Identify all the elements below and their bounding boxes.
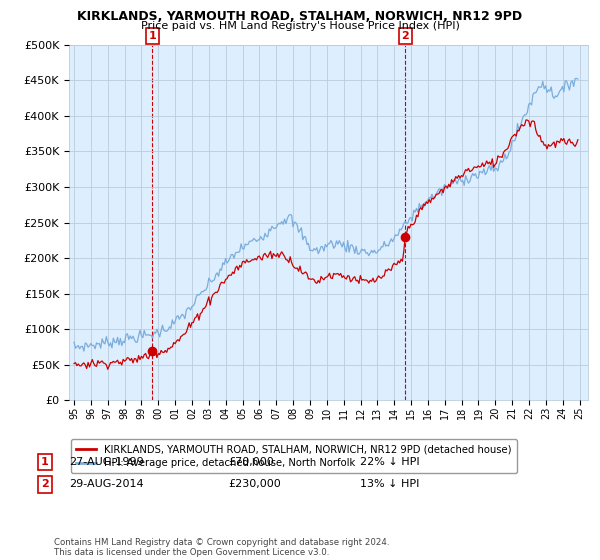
Text: 29-AUG-2014: 29-AUG-2014	[69, 479, 143, 489]
Text: 13% ↓ HPI: 13% ↓ HPI	[360, 479, 419, 489]
Text: 1: 1	[41, 457, 49, 467]
Legend: KIRKLANDS, YARMOUTH ROAD, STALHAM, NORWICH, NR12 9PD (detached house), HPI: Aver: KIRKLANDS, YARMOUTH ROAD, STALHAM, NORWI…	[71, 439, 517, 473]
Text: KIRKLANDS, YARMOUTH ROAD, STALHAM, NORWICH, NR12 9PD: KIRKLANDS, YARMOUTH ROAD, STALHAM, NORWI…	[77, 10, 523, 23]
Text: Contains HM Land Registry data © Crown copyright and database right 2024.
This d: Contains HM Land Registry data © Crown c…	[54, 538, 389, 557]
Text: £70,000: £70,000	[228, 457, 274, 467]
Text: Price paid vs. HM Land Registry's House Price Index (HPI): Price paid vs. HM Land Registry's House …	[140, 21, 460, 31]
Text: £230,000: £230,000	[228, 479, 281, 489]
Text: 2: 2	[41, 479, 49, 489]
Text: 1: 1	[149, 31, 156, 41]
Text: 2: 2	[401, 31, 409, 41]
Text: 27-AUG-1999: 27-AUG-1999	[69, 457, 144, 467]
Text: 22% ↓ HPI: 22% ↓ HPI	[360, 457, 419, 467]
